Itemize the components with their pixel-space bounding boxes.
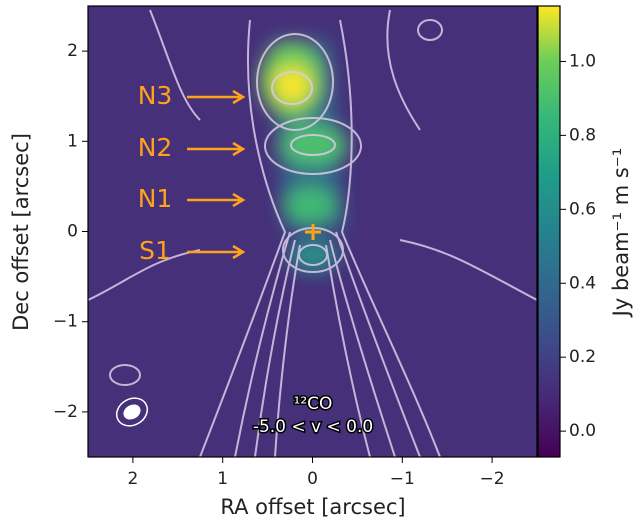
region-arrow <box>187 141 246 157</box>
region-label: N1 <box>138 184 173 213</box>
colorbar <box>537 5 561 458</box>
map <box>88 6 537 457</box>
y-tick-label: −1 <box>53 312 78 332</box>
line-label: ¹²CO <box>294 394 333 414</box>
y-label: Dec offset [arcsec] <box>9 133 33 331</box>
region-label: N2 <box>138 133 173 162</box>
x-tick-label: 1 <box>217 469 228 489</box>
x-tick-label: 0 <box>307 469 318 489</box>
colorbar-tick-label: 0.4 <box>569 273 596 293</box>
colorbar-tick-label: 0.6 <box>569 199 596 219</box>
colorbar-label: Jy beam⁻¹ m s⁻¹ <box>609 148 633 319</box>
region-label: N3 <box>138 81 173 110</box>
region-label: S1 <box>139 236 171 265</box>
y-tick-label: 0 <box>67 222 78 242</box>
region-arrow <box>187 192 246 208</box>
colorbar-tick-label: 0.2 <box>569 347 596 367</box>
region-arrow <box>187 89 246 105</box>
y-tick-label: 2 <box>67 41 78 61</box>
y-tick-label: 1 <box>67 131 78 151</box>
x-label: RA offset [arcsec] <box>220 495 405 519</box>
x-tick-label: −1 <box>390 469 415 489</box>
velocity-label: -5.0 < v < 0.0 <box>253 417 373 437</box>
x-tick-label: −2 <box>480 469 505 489</box>
colorbar-tick-label: 0.0 <box>569 421 596 441</box>
colorbar-tick-label: 0.8 <box>569 125 596 145</box>
colorbar-tick-label: 1.0 <box>569 51 596 71</box>
x-tick-label: 2 <box>127 469 138 489</box>
region-arrow <box>187 244 246 260</box>
y-tick-label: −2 <box>53 402 78 422</box>
